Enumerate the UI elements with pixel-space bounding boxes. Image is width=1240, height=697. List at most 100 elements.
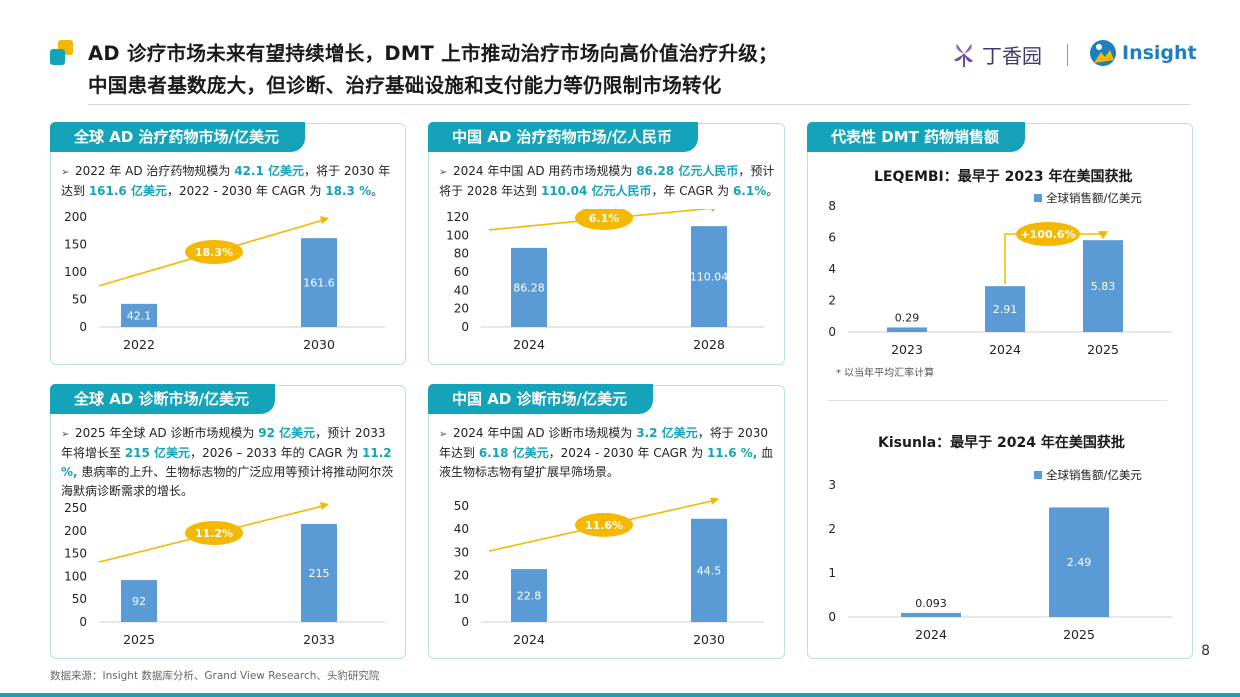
y-tick-label: 2 (828, 522, 836, 536)
bar-value-label: 2.49 (1067, 556, 1092, 569)
x-tick-label: 2033 (303, 632, 335, 647)
arrow-bullet-icon: ➢ (439, 167, 448, 178)
panel-china-ad-diagnosis: 中国 AD 诊断市场/亿美元 ➢ 2024 年中国 AD 诊断市场规模为 3.2 … (428, 384, 785, 659)
panel-global-ad-treatment: 全球 AD 治疗药物市场/亿美元 ➢ 2022 年 AD 治疗药物规模为 42.1… (50, 122, 406, 365)
leqembi-chart-title: LEQEMBI：最早于 2023 年在美国获批 (874, 169, 1133, 185)
arrow-bullet-icon: ➢ (439, 429, 448, 440)
bar-value-label: 2.91 (993, 303, 1018, 316)
y-tick-label: 120 (446, 210, 469, 224)
exchange-rate-note: * 以当年平均汇率计算 (836, 368, 935, 379)
y-tick-label: 1 (828, 566, 836, 580)
y-tick-label: 150 (64, 547, 87, 561)
growth-arrowhead (1098, 231, 1108, 240)
cagr-badge-label: 11.6% (585, 519, 623, 532)
y-tick-label: 8 (828, 199, 836, 213)
panel-global-ad-diagnosis: 全球 AD 诊断市场/亿美元 ➢ 2025 年全球 AD 诊断市场规模为 92 亿… (50, 384, 406, 659)
y-tick-label: 20 (454, 302, 469, 316)
y-tick-label: 50 (72, 592, 87, 606)
bar (901, 612, 961, 617)
bar-value-label: 92 (132, 595, 146, 608)
bar (511, 569, 547, 622)
y-tick-label: 0 (461, 615, 469, 629)
insight-logo-icon (1090, 40, 1116, 66)
y-tick-label: 250 (64, 501, 87, 515)
kisunla-chart-title: Kisunla：最早于 2024 年在美国获批 (878, 435, 1125, 451)
title-bullet-icon (50, 40, 73, 65)
x-tick-label: 2024 (513, 337, 545, 352)
bar (511, 247, 547, 327)
y-tick-label: 100 (64, 265, 87, 279)
legend-label: 全球销售额/亿美元 (1046, 468, 1142, 482)
chart-leqembi-sales: 0 2 4 6 8 0.29 2023 2.91 2024 5.83 2025 全球销售额/亿美元 +1… (828, 191, 1172, 357)
bar-value-label: 22.8 (517, 590, 542, 603)
growth-badge (1016, 222, 1080, 246)
y-tick-label: 0 (461, 320, 469, 334)
panel-dmt-sales: 代表性 DMT 药物销售额 LEQEMBI：最早于 2023 年在美国获批 0 2… (807, 122, 1193, 659)
y-tick-label: 0 (828, 610, 836, 624)
insight-logo-text: Insight (1122, 42, 1197, 64)
legend-swatch (1034, 194, 1042, 202)
x-tick-label: 2025 (123, 632, 155, 647)
bar-value-label: 161.6 (303, 277, 335, 290)
bottom-accent-bar (0, 693, 1240, 697)
chart-global-ad-treatment: 0 50 100 150 200 42.1 2022 161.6 2030 18.3% (64, 210, 385, 352)
growth-badge-label: +100.6% (1020, 228, 1075, 241)
chart-global-ad-diagnosis: 0 50 100 150 200 250 92 2025 215 2033 11.2% (64, 501, 385, 647)
y-tick-label: 4 (828, 262, 836, 276)
bar-value-label: 5.83 (1091, 280, 1116, 293)
panel-tab: 中国 AD 治疗药物市场/亿人民币 (428, 122, 698, 152)
trend-arrowhead (710, 498, 719, 505)
x-tick-label: 2022 (123, 337, 155, 352)
header-divider (88, 104, 1190, 105)
panel-china-ad-treatment: 中国 AD 治疗药物市场/亿人民币 ➢ 2024 年中国 AD 用药市场规模为 8… (428, 122, 785, 365)
y-tick-label: 80 (454, 247, 469, 261)
y-tick-label: 2 (828, 294, 836, 308)
panel-bullet: ➢ 2024 年中国 AD 用药市场规模为 86.28 亿元人民币，预计将于 20… (439, 164, 779, 198)
y-tick-label: 30 (454, 545, 469, 559)
bar-value-label: 44.5 (697, 564, 722, 577)
bar-value-label: 110.04 (690, 271, 729, 284)
brand-separator (1067, 44, 1068, 66)
x-tick-label: 2030 (303, 337, 335, 352)
x-tick-label: 2024 (513, 632, 545, 647)
trend-arrowhead (320, 216, 329, 225)
y-tick-label: 200 (64, 524, 87, 538)
y-tick-label: 40 (454, 283, 469, 297)
trend-arrowhead (320, 501, 329, 510)
x-tick-label: 2024 (989, 342, 1021, 357)
bar (691, 518, 727, 622)
y-tick-label: 0 (828, 325, 836, 339)
bar (691, 226, 727, 327)
chart-kisunla-sales: 0 1 2 3 0.093 2024 2.49 2025 全球销售额/亿美元 (828, 468, 1172, 642)
page-title: AD 诊疗市场未来有望持续增长，DMT 上市推动治疗市场向高价值治疗升级； 中国… (88, 38, 958, 102)
title-line-1: AD 诊疗市场未来有望持续增长，DMT 上市推动治疗市场向高价值治疗升级； (88, 42, 778, 65)
x-tick-label: 2025 (1063, 627, 1095, 642)
data-source: 数据来源：Insight 数据库分析、Grand View Research、头… (50, 670, 380, 682)
bar (985, 286, 1025, 332)
panel-tab: 代表性 DMT 药物销售额 (807, 122, 1026, 152)
insight-logo: Insight (1088, 38, 1197, 68)
cagr-badge (575, 512, 633, 537)
bar (121, 303, 157, 327)
bar-value-label: 0.093 (915, 597, 947, 610)
bar (121, 580, 157, 622)
panel-tab: 中国 AD 诊断市场/亿美元 (428, 384, 653, 414)
y-tick-label: 50 (72, 293, 87, 307)
legend-swatch (1034, 471, 1042, 479)
bar (301, 523, 337, 622)
y-tick-label: 20 (454, 569, 469, 583)
y-tick-label: 50 (454, 499, 469, 513)
y-tick-label: 100 (446, 228, 469, 242)
panel-divider (828, 400, 1167, 401)
cagr-badge (185, 239, 243, 264)
legend-label: 全球销售额/亿美元 (1046, 191, 1142, 205)
trend-arrowhead (711, 209, 716, 213)
chart-china-ad-treatment: 0 20 40 60 80 100 120 86.28 2024 110.04 2028 6.1% (446, 209, 764, 352)
bar (1049, 507, 1109, 617)
panel-tab: 全球 AD 治疗药物市场/亿美元 (50, 122, 305, 152)
bar (1083, 240, 1123, 332)
bar-value-label: 42.1 (127, 309, 152, 322)
y-tick-label: 10 (454, 592, 469, 606)
y-tick-label: 3 (828, 478, 836, 492)
